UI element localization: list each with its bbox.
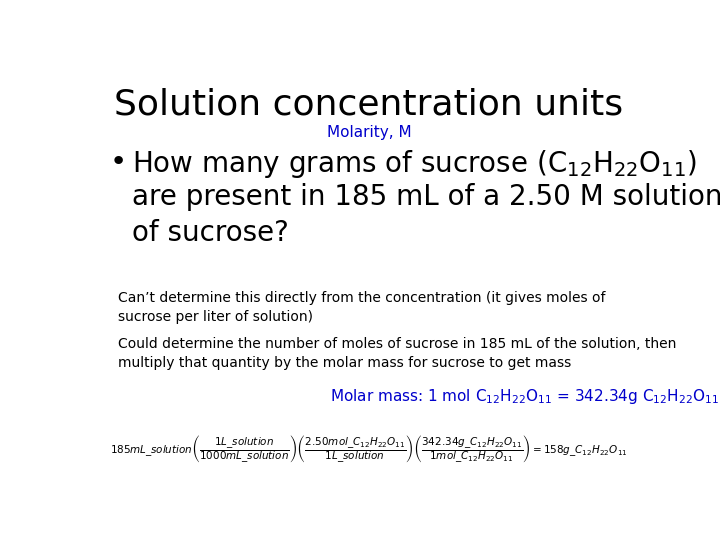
Text: are present in 185 mL of a 2.50 M solution: are present in 185 mL of a 2.50 M soluti… <box>132 183 720 211</box>
Text: •: • <box>109 148 127 176</box>
Text: Can’t determine this directly from the concentration (it gives moles of
sucrose : Can’t determine this directly from the c… <box>118 292 606 324</box>
Text: How many grams of sucrose (C$_{12}$H$_{22}$O$_{11}$): How many grams of sucrose (C$_{12}$H$_{2… <box>132 148 697 180</box>
Text: Molarity, M: Molarity, M <box>327 125 411 140</box>
Text: of sucrose?: of sucrose? <box>132 219 289 247</box>
Text: Could determine the number of moles of sucrose in 185 mL of the solution, then
m: Could determine the number of moles of s… <box>118 337 676 369</box>
Text: Molar mass: 1 mol C$_{12}$H$_{22}$O$_{11}$ = 342.34g C$_{12}$H$_{22}$O$_{11}$: Molar mass: 1 mol C$_{12}$H$_{22}$O$_{11… <box>330 387 719 406</box>
Text: $185mL\_solution\left(\dfrac{1L\_solution}{1000mL\_solution}\right)\left(\dfrac{: $185mL\_solution\left(\dfrac{1L\_solutio… <box>110 433 628 464</box>
Text: Solution concentration units: Solution concentration units <box>114 87 624 122</box>
